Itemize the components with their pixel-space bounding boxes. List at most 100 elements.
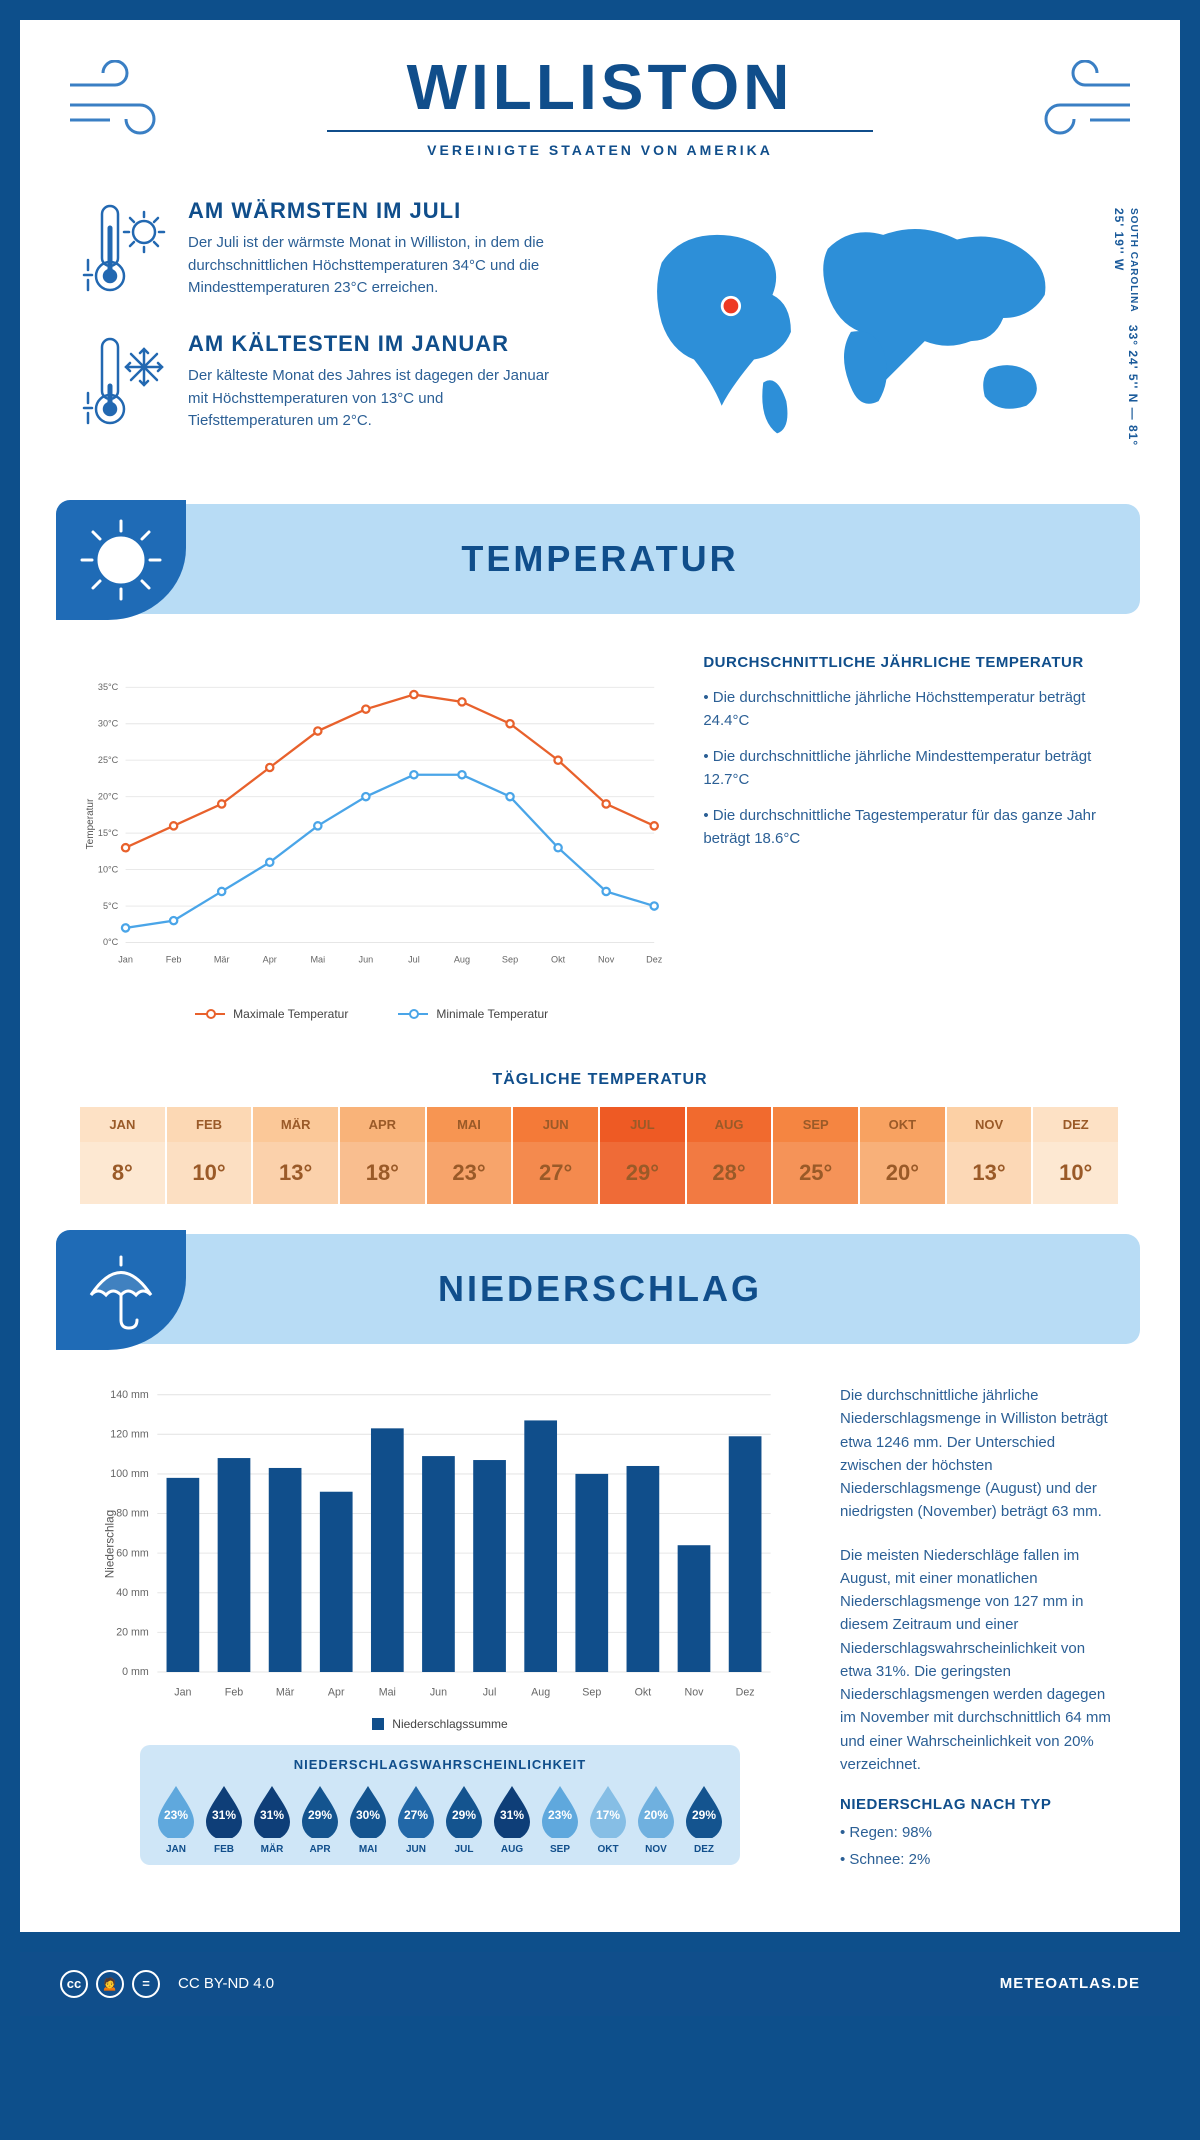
svg-text:Nov: Nov <box>685 1686 705 1698</box>
probability-drop: 23%JAN <box>154 1784 198 1855</box>
stat-line: • Die durchschnittliche jährliche Mindes… <box>703 746 1120 791</box>
svg-text:Jul: Jul <box>483 1686 497 1698</box>
svg-text:Aug: Aug <box>454 955 470 965</box>
daily-temp-cell: MÄR13° <box>253 1107 340 1204</box>
svg-text:Feb: Feb <box>225 1686 243 1698</box>
daily-temp-cell: JUN27° <box>513 1107 600 1204</box>
svg-text:20°C: 20°C <box>98 791 119 801</box>
legend-precip: Niederschlagssumme <box>372 1717 507 1731</box>
svg-text:120 mm: 120 mm <box>110 1428 149 1440</box>
daily-temp-cell: JAN8° <box>80 1107 167 1204</box>
svg-text:0°C: 0°C <box>103 937 119 947</box>
probability-panel: NIEDERSCHLAGSWAHRSCHEINLICHKEIT 23%JAN 31… <box>140 1745 740 1865</box>
precip-banner: NIEDERSCHLAG <box>60 1234 1140 1344</box>
probability-heading: NIEDERSCHLAGSWAHRSCHEINLICHKEIT <box>154 1757 726 1772</box>
world-map: SOUTH CAROLINA 33° 24' 5'' N — 81° 25' 1… <box>591 198 1120 464</box>
thermometer-hot-icon <box>80 198 170 303</box>
daily-temp-cell: OKT20° <box>860 1107 947 1204</box>
daily-temp-cell: DEZ10° <box>1033 1107 1120 1204</box>
daily-temp-cell: NOV13° <box>947 1107 1034 1204</box>
legend-max: Maximale Temperatur <box>195 1007 348 1021</box>
temperature-line-chart: 0°C5°C10°C15°C20°C25°C30°C35°CJanFebMärA… <box>80 654 663 1021</box>
coldest-text: Der kälteste Monat des Jahres ist dagege… <box>188 365 561 433</box>
temperature-banner: TEMPERATUR <box>60 504 1140 614</box>
probability-drop: 29%DEZ <box>682 1784 726 1855</box>
region-label: SOUTH CAROLINA <box>1128 208 1139 313</box>
precip-bar-chart: 0 mm 20 mm 40 mm 60 mm 80 mm 100 mm 120 mm 140 … <box>80 1384 800 1704</box>
svg-text:20 mm: 20 mm <box>116 1627 149 1639</box>
footer: cc 🙍 = CC BY-ND 4.0 METEOATLAS.DE <box>20 1952 1180 2016</box>
license-block: cc 🙍 = CC BY-ND 4.0 <box>60 1970 274 1998</box>
daily-temp-table: JAN8°FEB10°MÄR13°APR18°MAI23°JUN27°JUL29… <box>80 1107 1120 1204</box>
probability-drop: 20%NOV <box>634 1784 678 1855</box>
svg-text:Jun: Jun <box>359 955 374 965</box>
svg-text:Dez: Dez <box>736 1686 755 1698</box>
precip-type-heading: NIEDERSCHLAG NACH TYP <box>840 1796 1120 1813</box>
svg-text:Jun: Jun <box>430 1686 447 1698</box>
license-label: CC BY-ND 4.0 <box>178 1975 274 1992</box>
svg-text:Temperatur: Temperatur <box>85 798 96 849</box>
probability-drop: 31%AUG <box>490 1784 534 1855</box>
daily-temp-cell: AUG28° <box>687 1107 774 1204</box>
svg-text:140 mm: 140 mm <box>110 1389 149 1401</box>
svg-text:15°C: 15°C <box>98 828 119 838</box>
svg-text:Apr: Apr <box>263 955 277 965</box>
info-row: AM WÄRMSTEN IM JULI Der Juli ist der wär… <box>20 178 1180 494</box>
svg-text:Mär: Mär <box>214 955 230 965</box>
svg-text:Jan: Jan <box>174 1686 191 1698</box>
svg-text:5°C: 5°C <box>103 901 119 911</box>
daily-temp-cell: MAI23° <box>427 1107 514 1204</box>
probability-drop: 23%SEP <box>538 1784 582 1855</box>
coordinates: SOUTH CAROLINA 33° 24' 5'' N — 81° 25' 1… <box>1112 208 1140 464</box>
svg-text:Niederschlag: Niederschlag <box>104 1510 117 1578</box>
probability-drop: 30%MAI <box>346 1784 390 1855</box>
svg-text:Okt: Okt <box>551 955 566 965</box>
daily-temp-cell: FEB10° <box>167 1107 254 1204</box>
svg-text:Aug: Aug <box>531 1686 550 1698</box>
coldest-heading: AM KÄLTESTEN IM JANUAR <box>188 331 561 357</box>
svg-text:40 mm: 40 mm <box>116 1587 149 1599</box>
wind-icon <box>1020 60 1140 140</box>
stat-line: • Die durchschnittliche Tagestemperatur … <box>703 805 1120 850</box>
probability-drop: 17%OKT <box>586 1784 630 1855</box>
header: WILLISTON VEREINIGTE STAATEN VON AMERIKA <box>20 20 1180 178</box>
page-subtitle: VEREINIGTE STAATEN VON AMERIKA <box>60 142 1140 158</box>
precip-heading: NIEDERSCHLAG <box>438 1268 762 1310</box>
wind-icon <box>60 60 180 140</box>
svg-text:Jul: Jul <box>408 955 420 965</box>
probability-drop: 27%JUN <box>394 1784 438 1855</box>
warmest-block: AM WÄRMSTEN IM JULI Der Juli ist der wär… <box>80 198 561 303</box>
warmest-text: Der Juli ist der wärmste Monat in Willis… <box>188 232 561 300</box>
coldest-block: AM KÄLTESTEN IM JANUAR Der kälteste Mona… <box>80 331 561 436</box>
stats-heading: DURCHSCHNITTLICHE JÄHRLICHE TEMPERATUR <box>703 654 1120 671</box>
daily-temp-cell: JUL29° <box>600 1107 687 1204</box>
daily-temp-cell: SEP25° <box>773 1107 860 1204</box>
precip-text: Die durchschnittliche jährliche Niedersc… <box>840 1384 1120 1892</box>
cc-icon: cc <box>60 1970 88 1998</box>
nd-icon: = <box>132 1970 160 1998</box>
precip-para: Die meisten Niederschläge fallen im Augu… <box>840 1544 1120 1777</box>
temperature-stats: DURCHSCHNITTLICHE JÄHRLICHE TEMPERATUR •… <box>703 654 1120 1021</box>
daily-temp-heading: TÄGLICHE TEMPERATUR <box>20 1071 1180 1089</box>
site-name: METEOATLAS.DE <box>1000 1975 1140 1992</box>
svg-text:30°C: 30°C <box>98 718 119 728</box>
svg-text:80 mm: 80 mm <box>116 1508 149 1520</box>
svg-text:25°C: 25°C <box>98 755 119 765</box>
svg-text:Mär: Mär <box>276 1686 295 1698</box>
svg-text:Sep: Sep <box>582 1686 601 1698</box>
precip-para: Die durchschnittliche jährliche Niedersc… <box>840 1384 1120 1524</box>
legend-min: Minimale Temperatur <box>398 1007 548 1021</box>
svg-text:Mai: Mai <box>379 1686 396 1698</box>
thermometer-cold-icon <box>80 331 170 436</box>
probability-drop: 29%APR <box>298 1784 342 1855</box>
precip-type: • Regen: 98% <box>840 1821 1120 1844</box>
svg-text:60 mm: 60 mm <box>116 1547 149 1559</box>
precip-type: • Schnee: 2% <box>840 1848 1120 1871</box>
umbrella-icon <box>56 1230 186 1350</box>
temperature-heading: TEMPERATUR <box>461 538 738 580</box>
svg-text:0 mm: 0 mm <box>122 1666 149 1678</box>
svg-text:10°C: 10°C <box>98 864 119 874</box>
svg-text:Apr: Apr <box>328 1686 345 1698</box>
svg-text:100 mm: 100 mm <box>110 1468 149 1480</box>
svg-text:Okt: Okt <box>635 1686 652 1698</box>
